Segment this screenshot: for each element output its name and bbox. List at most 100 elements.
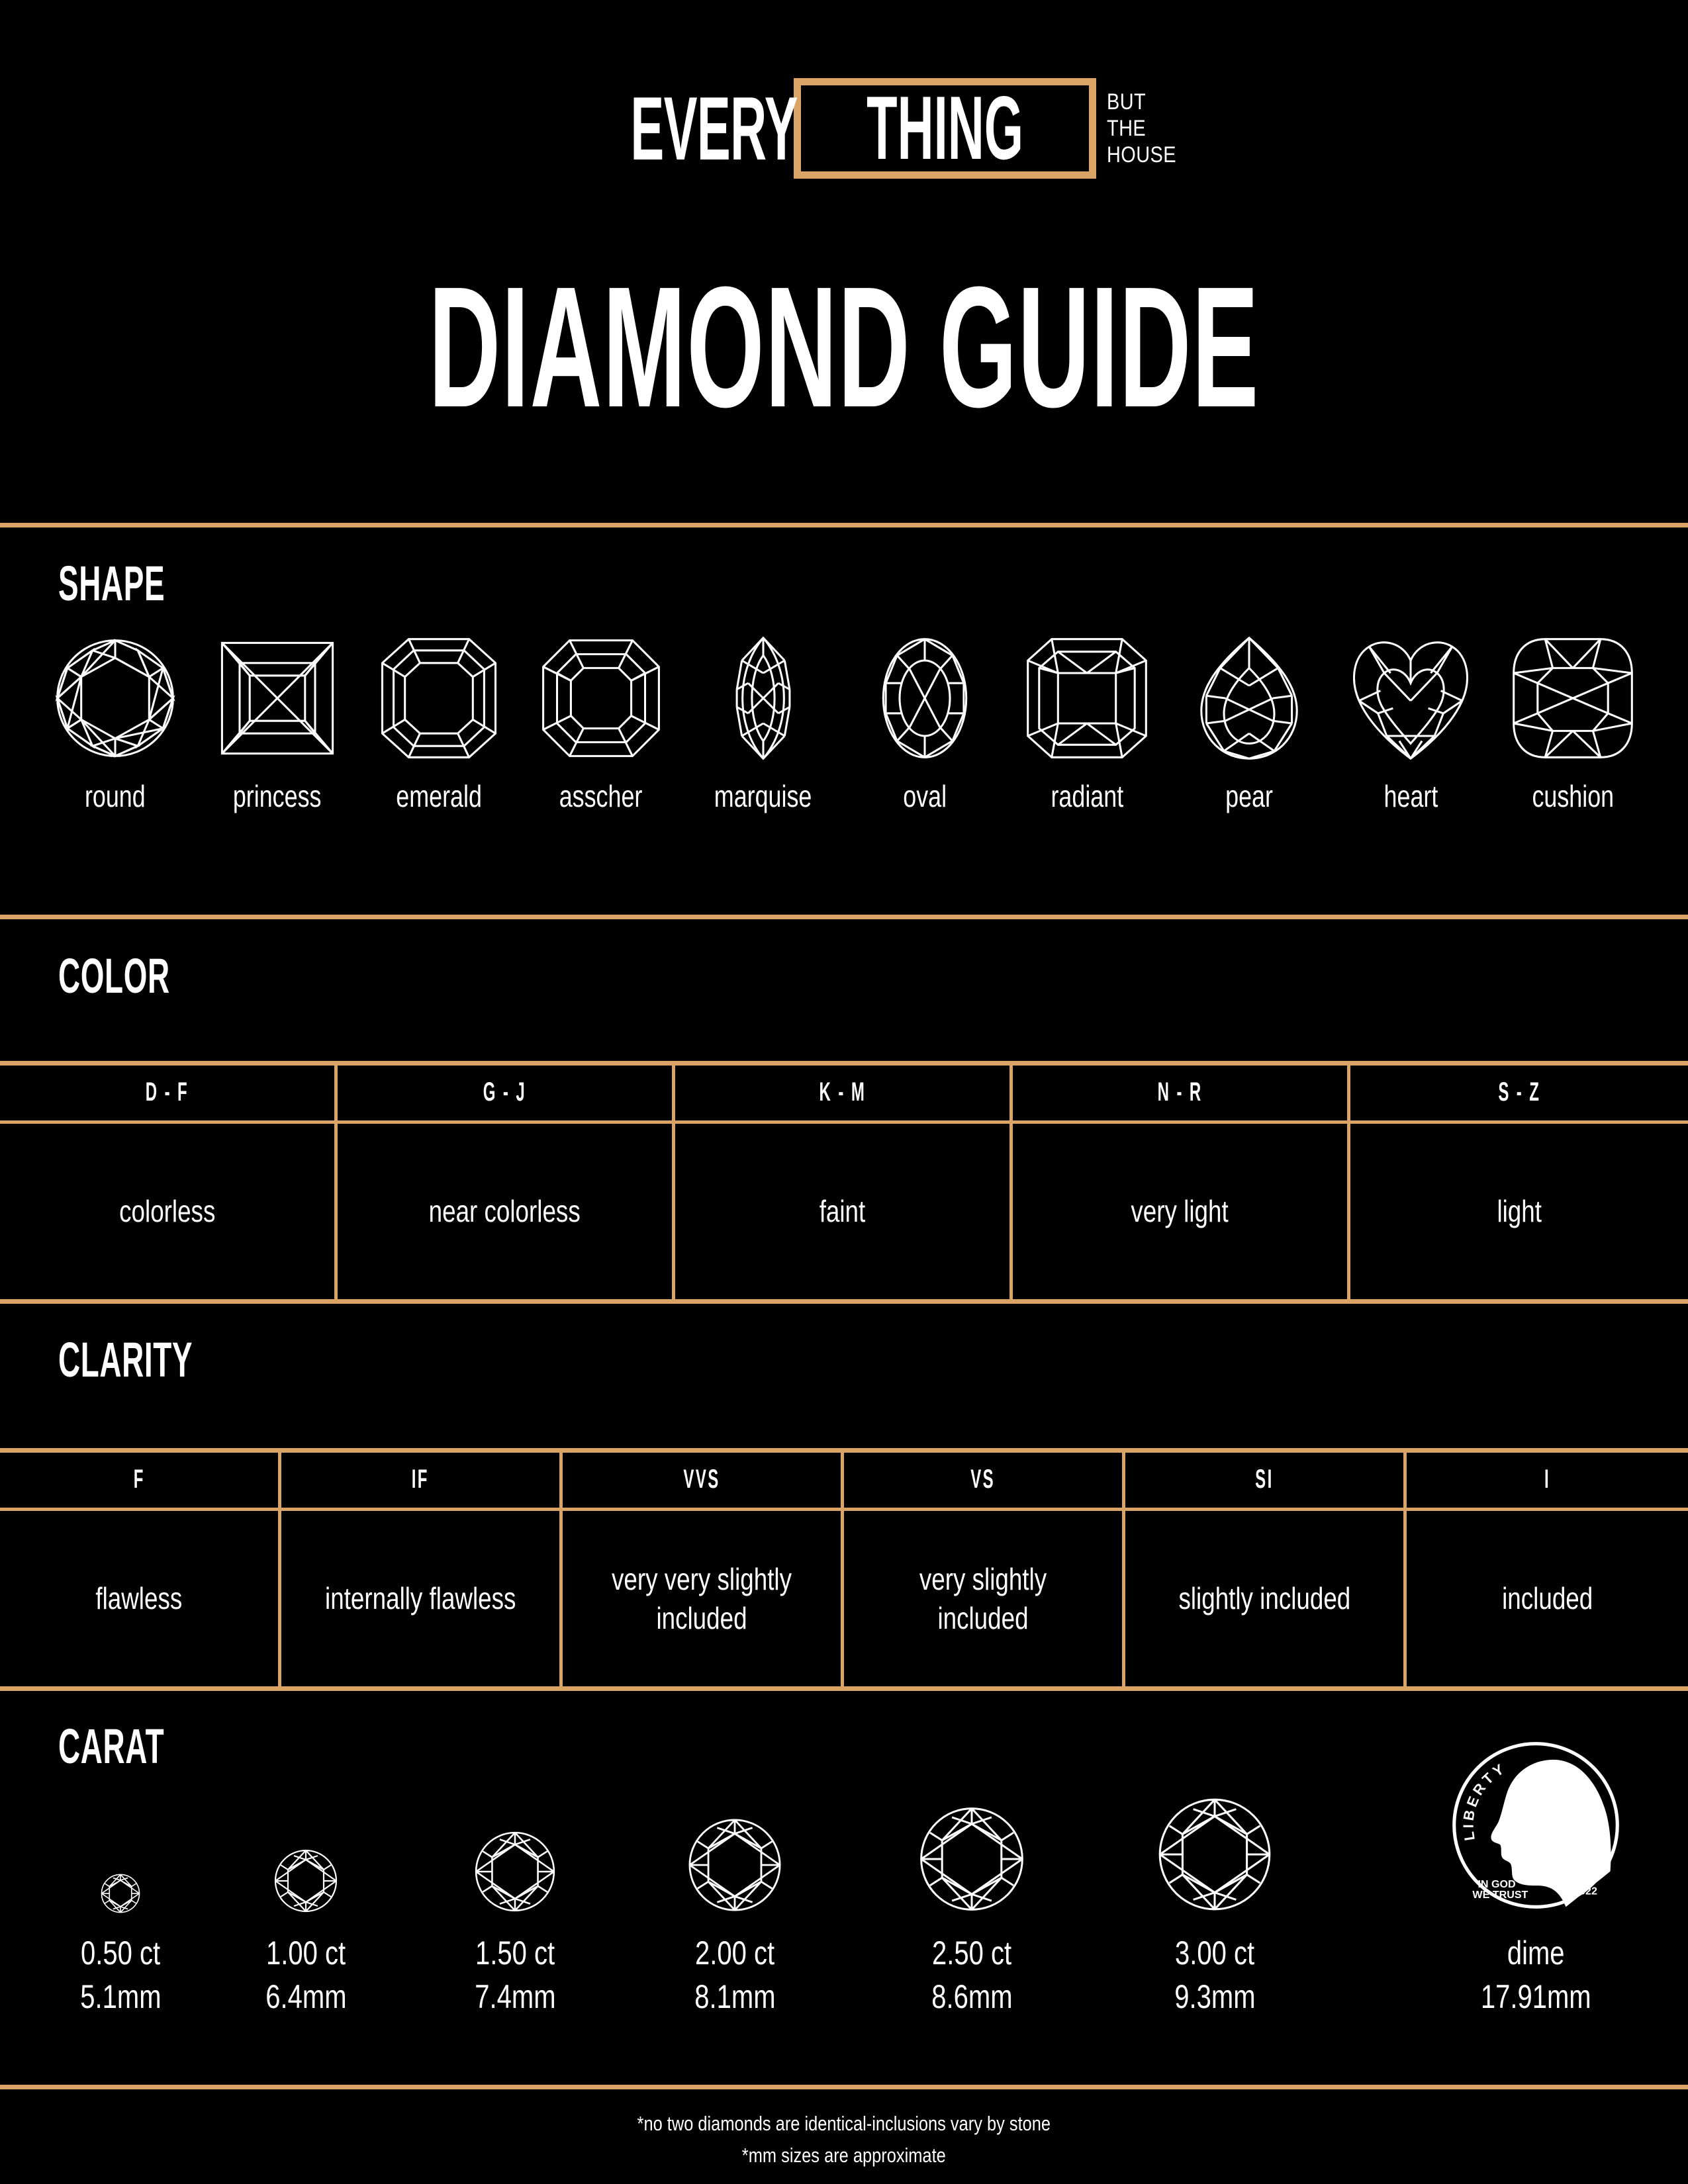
carat-gem — [273, 1848, 339, 1914]
color-grade-description: very light — [1131, 1194, 1229, 1229]
color-grade-column[interactable]: K - M faint — [675, 1064, 1013, 1299]
color-grade-header: K - M — [675, 1064, 1009, 1124]
color-grade-column[interactable]: N - R very light — [1013, 1064, 1350, 1299]
clarity-grade-column[interactable]: VS very slightly included — [844, 1451, 1125, 1686]
svg-text:IN GOD: IN GOD — [1477, 1878, 1515, 1890]
shape-label: asscher — [559, 779, 643, 813]
shape-item-round[interactable]: round — [40, 635, 191, 811]
clarity-grade-column[interactable]: VVS very very slightly included — [563, 1451, 844, 1686]
section-heading-color: COLOR — [58, 952, 238, 1001]
marquise-diamond-icon — [735, 636, 791, 760]
color-table-top-border — [0, 1061, 1688, 1066]
clarity-grade-header: IF — [281, 1451, 559, 1511]
carat-gem: LIBERTY IN GOD WE TRUST 2022 — [1447, 1737, 1624, 1914]
carat-label: 0.50 ct 5.1mm — [70, 1931, 171, 2019]
carat-item-100[interactable]: 1.00 ct 6.4mm — [240, 1848, 372, 2019]
shape-item-pear[interactable]: pear — [1174, 635, 1325, 811]
logo-tagline-line-3: HOUSE — [1107, 142, 1177, 168]
clarity-grade-column[interactable]: I included — [1407, 1451, 1688, 1686]
carat-gem — [686, 1816, 784, 1914]
carat-size: 8.6mm — [931, 1978, 1013, 2015]
shape-item-cushion[interactable]: cushion — [1497, 635, 1648, 811]
clarity-grade-header: F — [0, 1451, 278, 1511]
carat-weight: 0.50 ct — [80, 1934, 161, 1972]
page-title: DIAMOND GUIDE — [0, 261, 1688, 433]
color-grade-header: D - F — [0, 1064, 334, 1124]
divider-above-color — [0, 915, 1688, 919]
svg-text:WE TRUST: WE TRUST — [1472, 1889, 1528, 1901]
section-heading-clarity: CLARITY — [58, 1336, 275, 1385]
carat-item-250[interactable]: 2.50 ct 8.6mm — [906, 1804, 1038, 2019]
shape-item-emerald[interactable]: emerald — [363, 635, 514, 811]
carat-item-dime[interactable]: LIBERTY IN GOD WE TRUST 2022 dime 17.91m… — [1443, 1737, 1628, 2019]
pear-diamond-icon — [1199, 636, 1298, 760]
carat-label: 2.00 ct 8.1mm — [684, 1931, 786, 2019]
clarity-grade-description: internally flawless — [324, 1581, 516, 1616]
round-diamond-icon — [101, 1874, 140, 1913]
color-grade-column[interactable]: G - J near colorless — [338, 1064, 675, 1299]
divider-above-carat — [0, 1686, 1688, 1691]
page-title-text: DIAMOND GUIDE — [428, 251, 1260, 443]
carat-item-150[interactable]: 1.50 ct 7.4mm — [449, 1829, 581, 2019]
footer-note-1: *no two diamonds are identical-inclusion… — [637, 2112, 1051, 2135]
carat-item-200[interactable]: 2.00 ct 8.1mm — [669, 1816, 801, 2019]
footer-notes: *no two diamonds are identical-inclusion… — [0, 2108, 1688, 2171]
shape-item-marquise[interactable]: marquise — [688, 635, 839, 811]
shape-label: radiant — [1051, 779, 1123, 813]
color-grade-column[interactable]: D - F colorless — [0, 1064, 338, 1299]
color-grade-description: faint — [819, 1194, 866, 1229]
carat-list: 0.50 ct 5.1mm — [40, 1741, 1648, 2019]
color-grade-description: colorless — [118, 1194, 216, 1229]
shape-label: heart — [1383, 779, 1438, 813]
color-grade-description: light — [1497, 1194, 1542, 1229]
carat-weight: 1.50 ct — [475, 1934, 555, 1972]
carat-item-300[interactable]: 3.00 ct 9.3mm — [1149, 1795, 1281, 2019]
dime-coin-icon: LIBERTY IN GOD WE TRUST 2022 — [1452, 1742, 1619, 1909]
round-diamond-icon — [920, 1807, 1023, 1911]
color-grade-header: N - R — [1013, 1064, 1347, 1124]
logo-tagline: BUT THE HOUSE — [1107, 89, 1188, 168]
clarity-grade-header: I — [1407, 1451, 1688, 1511]
clarity-grade-column[interactable]: F flawless — [0, 1451, 281, 1686]
shape-label: princess — [232, 779, 322, 813]
clarity-grade-description: very very slightly included — [612, 1561, 792, 1635]
color-grade-column[interactable]: S - Z light — [1350, 1064, 1688, 1299]
clarity-table-top-border — [0, 1448, 1688, 1453]
logo-word-every: EVERY — [630, 77, 798, 179]
shape-item-asscher[interactable]: asscher — [526, 635, 677, 811]
carat-label: 1.00 ct 6.4mm — [256, 1931, 357, 2019]
section-heading-color-text: COLOR — [58, 948, 170, 1003]
shape-item-heart[interactable]: heart — [1335, 635, 1486, 811]
divider-above-footer — [0, 2085, 1688, 2089]
carat-label: 2.50 ct 8.6mm — [921, 1931, 1023, 2019]
carat-gem — [100, 1873, 141, 1914]
oval-diamond-icon — [882, 638, 968, 758]
asscher-diamond-icon — [542, 639, 660, 757]
clarity-grade-description: flawless — [95, 1581, 183, 1616]
cushion-diamond-icon — [1513, 638, 1633, 758]
carat-weight: 2.00 ct — [694, 1934, 775, 1972]
divider-above-clarity — [0, 1299, 1688, 1304]
clarity-grade-column[interactable]: IF internally flawless — [281, 1451, 563, 1686]
svg-text:2022: 2022 — [1573, 1886, 1597, 1897]
carat-size: 5.1mm — [79, 1978, 162, 2015]
brand-logo: EVERY THING BUT THE HOUSE — [0, 78, 1688, 179]
round-diamond-icon — [688, 1819, 781, 1911]
shape-item-radiant[interactable]: radiant — [1011, 635, 1162, 811]
carat-item-050[interactable]: 0.50 ct 5.1mm — [54, 1873, 187, 2019]
carat-size: 17.91mm — [1480, 1978, 1591, 2015]
shape-list: round — [40, 635, 1648, 811]
color-grade-header: G - J — [338, 1064, 672, 1124]
shape-label: pear — [1225, 779, 1273, 813]
shape-item-princess[interactable]: princess — [202, 635, 353, 811]
princess-diamond-icon — [220, 641, 334, 755]
carat-gem — [917, 1804, 1027, 1914]
round-diamond-icon — [475, 1831, 555, 1912]
shape-item-oval[interactable]: oval — [849, 635, 1000, 811]
color-grade-header: S - Z — [1350, 1064, 1688, 1124]
carat-size: 9.3mm — [1174, 1978, 1256, 2015]
clarity-grade-column[interactable]: SI slightly included — [1125, 1451, 1407, 1686]
round-diamond-icon — [274, 1849, 338, 1913]
carat-gem — [473, 1829, 557, 1914]
carat-size: 7.4mm — [474, 1978, 556, 2015]
